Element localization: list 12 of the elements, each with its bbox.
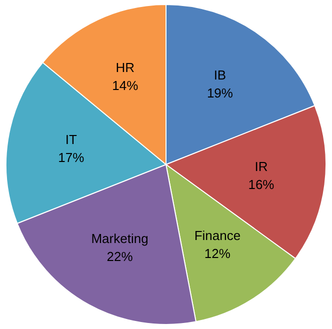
data-label: 12% xyxy=(204,246,231,262)
data-label: 16% xyxy=(248,177,275,192)
slice-label: Marketing xyxy=(91,231,148,246)
slice-label: HR xyxy=(116,60,135,76)
data-label: 22% xyxy=(106,249,134,264)
slice-label: IT xyxy=(65,132,78,148)
data-label: 17% xyxy=(58,150,85,166)
slice-label: IR xyxy=(254,159,268,174)
slice-label: IB xyxy=(214,68,226,83)
data-label: 14% xyxy=(112,78,139,94)
data-label: 19% xyxy=(206,86,234,101)
slice-label: Finance xyxy=(194,228,241,244)
